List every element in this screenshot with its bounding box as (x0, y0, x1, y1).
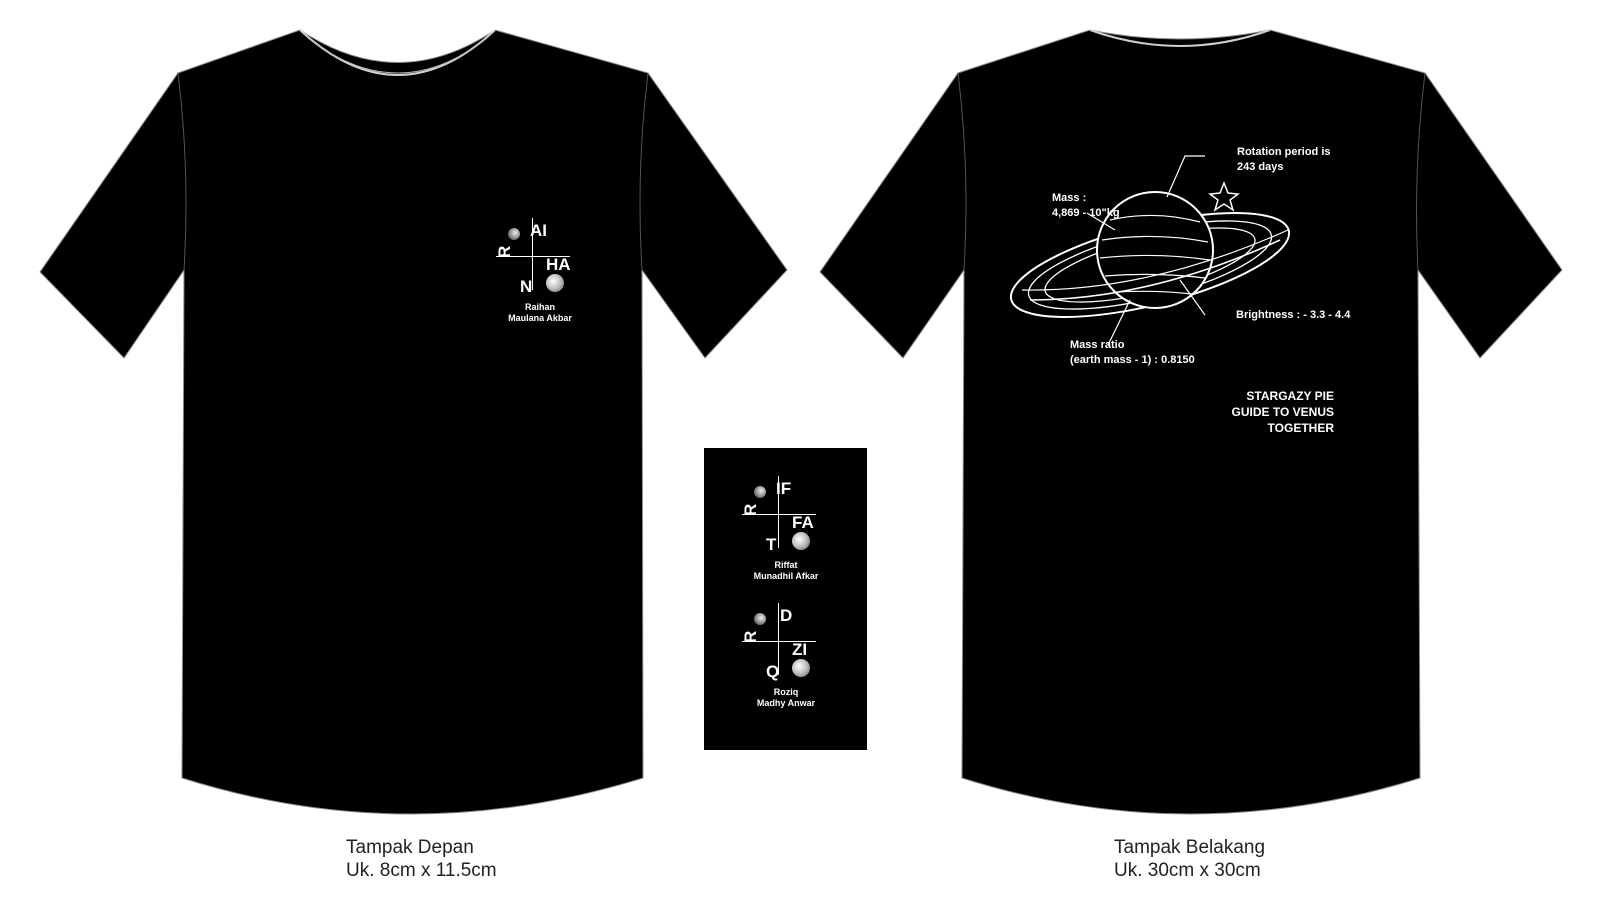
logo-letter-d: D (780, 606, 793, 625)
front-tshirt (39, 29, 788, 815)
star-icon (1208, 180, 1240, 212)
moon-icon (754, 486, 766, 498)
globe-icon (546, 274, 564, 292)
annotation-lines (1086, 155, 1206, 346)
front-caption-title: Tampak Depan (346, 837, 474, 858)
back-tagline: STARGAZY PIE GUIDE TO VENUS TOGETHER (1231, 389, 1334, 435)
logo-letter-n: N (520, 277, 533, 296)
logo-letter-q: Q (766, 662, 780, 681)
back-collar (1089, 29, 1271, 47)
back-tshirt-body (819, 29, 1563, 815)
logo-letter-r: R (495, 245, 514, 258)
planet-illustration (1009, 191, 1291, 318)
logo-letter-fa: FA (792, 513, 814, 532)
variant-panel: R IF FA T Riffat Munadhil Afkar R D ZI Q… (704, 448, 867, 750)
moon-icon (508, 228, 520, 240)
mass-annotation: Mass : 4,869 - 10"kg (1052, 192, 1120, 219)
front-tshirt-body (39, 29, 788, 815)
back-caption: Tampak Belakang Uk. 30cm x 30cm (1114, 836, 1265, 882)
globe-icon (792, 532, 810, 550)
front-logo: R AI HA N Raihan Maulana Akbar (490, 218, 590, 328)
mass-ratio-annotation: Mass ratio (earth mass - 1) : 0.8150 (1070, 339, 1195, 366)
logo-name: Riffat Munadhil Afkar (753, 560, 819, 581)
front-caption-size: Uk. 8cm x 11.5cm (346, 860, 497, 881)
brightness-annotation: Brightness : - 3.3 - 4.4 (1236, 309, 1351, 321)
logo-letter-r: R (741, 630, 760, 643)
back-caption-size: Uk. 30cm x 30cm (1114, 860, 1261, 881)
rotation-annotation: Rotation period is 243 days (1237, 146, 1331, 173)
front-caption: Tampak Depan Uk. 8cm x 11.5cm (346, 836, 497, 882)
back-tshirt (819, 29, 1563, 815)
back-caption-title: Tampak Belakang (1114, 837, 1266, 858)
variant-logo-1: R IF FA T Riffat Munadhil Afkar (736, 476, 836, 586)
logo-letter-if: IF (776, 479, 792, 498)
logo-letter-t: T (766, 535, 777, 554)
logo-letter-r: R (741, 503, 760, 516)
variant-logo-2: R D ZI Q Roziq Madhy Anwar (736, 603, 836, 713)
globe-icon (792, 659, 810, 677)
moon-icon (754, 613, 766, 625)
logo-name: Roziq Madhy Anwar (756, 687, 816, 708)
logo-name: Raihan Maulana Akbar (508, 302, 572, 323)
logo-letter-zi: ZI (792, 640, 808, 659)
logo-letter-ai: AI (530, 221, 547, 240)
logo-letter-ha: HA (546, 255, 571, 274)
